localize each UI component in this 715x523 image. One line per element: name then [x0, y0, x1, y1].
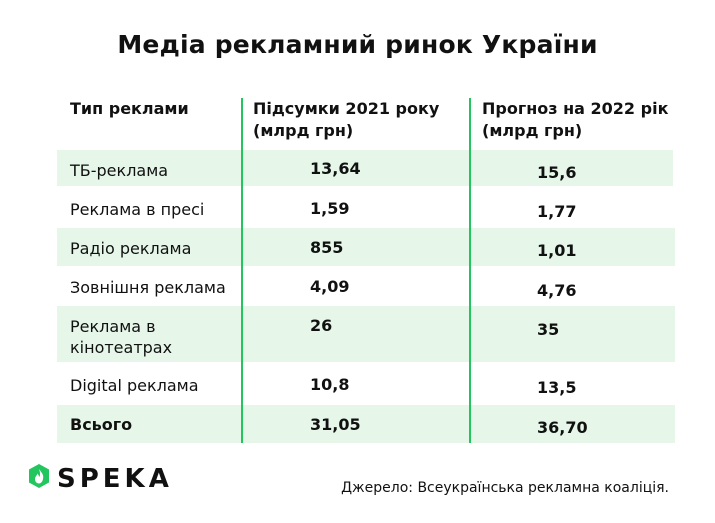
column-divider: [241, 98, 243, 443]
row-value-2022: 4,76: [537, 281, 577, 300]
row-value-2021: 4,09: [310, 277, 350, 296]
row-value-2021: 13,64: [310, 159, 361, 178]
row-value-2022: 35: [537, 320, 560, 339]
row-value-2021: 26: [310, 316, 333, 335]
row-value-2021: 31,05: [310, 415, 361, 434]
row-value-2021: 855: [310, 238, 344, 257]
row-value-2022: 13,5: [537, 378, 577, 397]
header-2022: Прогноз на 2022 рік (млрд грн): [482, 99, 669, 140]
row-type: Радіо реклама: [70, 239, 192, 258]
row-stripe: [57, 228, 675, 266]
column-divider: [469, 98, 471, 443]
row-stripe: [57, 150, 673, 186]
row-type: Реклама в пресі: [70, 200, 205, 219]
logo-text: SPEKA: [57, 464, 173, 494]
row-type: Зовнішня реклама: [70, 278, 226, 297]
page-title: Медіа рекламний ринок України: [117, 30, 598, 59]
speka-logo-mark: SPEKA: [29, 464, 173, 494]
row-stripe: [57, 306, 675, 362]
row-stripe: [57, 405, 675, 443]
row-value-2022: 1,01: [537, 241, 577, 260]
row-type: Реклама в кінотеатрах: [70, 317, 173, 357]
row-type: Всього: [70, 415, 133, 434]
header-type: Тип реклами: [70, 99, 189, 118]
row-value-2022: 36,70: [537, 418, 588, 437]
row-value-2022: 1,77: [537, 202, 577, 221]
row-value-2022: 15,6: [537, 163, 577, 182]
header-2021: Підсумки 2021 року (млрд грн): [253, 99, 440, 140]
row-value-2021: 10,8: [310, 375, 350, 394]
speka-logo: SPEKA: [27, 462, 202, 496]
row-value-2021: 1,59: [310, 199, 350, 218]
row-type: ТБ-реклама: [70, 161, 169, 180]
source-note: Джерело: Всеукраїнська рекламна коаліція…: [341, 480, 669, 496]
row-type: Digital реклама: [70, 376, 199, 395]
